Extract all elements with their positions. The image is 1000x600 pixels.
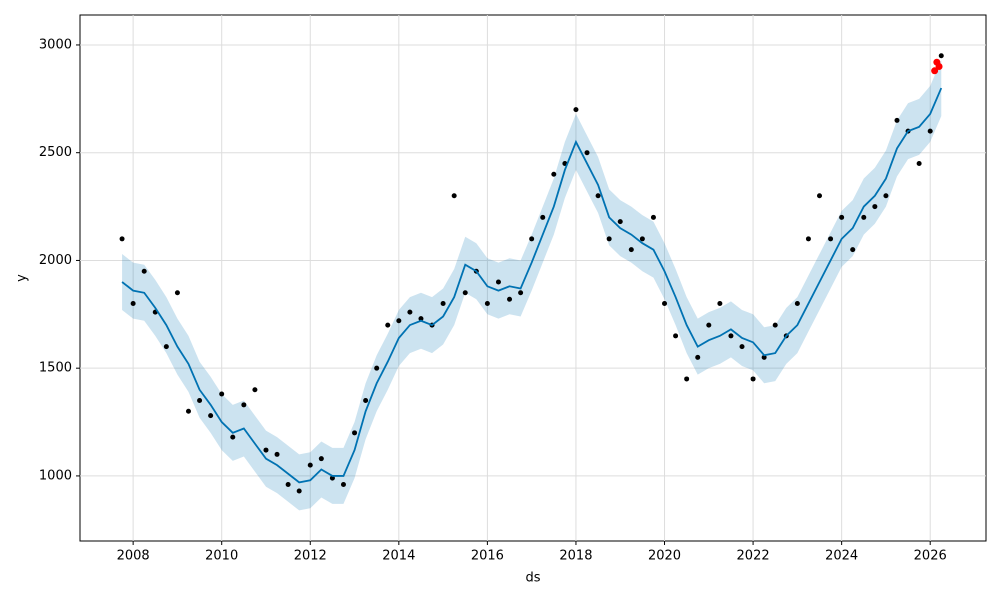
y-tick-label: 2000 (39, 253, 72, 268)
x-tick-label: 2026 (914, 549, 947, 564)
recent-point (931, 67, 939, 75)
observed-point (374, 365, 380, 371)
y-axis-label: y (15, 274, 30, 282)
observed-point (639, 236, 645, 242)
x-tick-label: 2012 (294, 549, 327, 564)
observed-point (551, 171, 557, 177)
observed-point (894, 117, 900, 123)
observed-point (805, 236, 811, 242)
observed-point (385, 322, 391, 328)
observed-point (938, 53, 944, 59)
observed-point (407, 309, 413, 315)
observed-point (462, 290, 468, 296)
observed-point (241, 402, 247, 408)
observed-point (595, 193, 601, 199)
observed-point (185, 408, 191, 414)
observed-point (883, 193, 889, 199)
x-tick-label: 2022 (737, 549, 770, 564)
x-tick-label: 2016 (471, 549, 504, 564)
observed-point (329, 475, 335, 481)
observed-point (285, 482, 291, 488)
observed-point (650, 214, 656, 220)
observed-point (396, 318, 402, 324)
x-tick-label: 2020 (648, 549, 681, 564)
observed-point (584, 150, 590, 156)
y-tick-label: 1500 (39, 361, 72, 376)
observed-point (219, 391, 225, 397)
observed-point (307, 462, 313, 468)
observed-point (451, 193, 457, 199)
x-tick-label: 2014 (382, 549, 415, 564)
observed-point (839, 214, 845, 220)
observed-point (761, 354, 767, 360)
observed-point (828, 236, 834, 242)
observed-point (717, 301, 723, 307)
observed-point (695, 354, 701, 360)
observed-point (728, 333, 734, 339)
observed-point (850, 247, 856, 253)
observed-point (318, 456, 324, 462)
y-tick-label: 2500 (39, 145, 72, 160)
observed-point (252, 387, 258, 393)
forecast-line (121, 87, 943, 484)
observed-point (606, 236, 612, 242)
y-tick-label: 3000 (39, 37, 72, 52)
observed-point (927, 128, 933, 134)
observed-point (208, 413, 214, 419)
uncertainty-band (122, 60, 942, 511)
observed-point (119, 236, 125, 242)
observed-point (673, 333, 679, 339)
observed-point (174, 290, 180, 296)
observed-point (794, 301, 800, 307)
x-tick-label: 2024 (825, 549, 858, 564)
plot-frame (79, 14, 987, 542)
observed-point (750, 376, 756, 382)
observed-point (507, 296, 513, 302)
observed-point (529, 236, 535, 242)
observed-point (739, 344, 745, 350)
observed-point (141, 268, 147, 274)
observed-point (263, 447, 269, 453)
observed-point (440, 301, 446, 307)
observed-point (772, 322, 778, 328)
observed-point (274, 451, 280, 457)
observed-point (495, 279, 501, 285)
observed-point (817, 193, 823, 199)
observed-point (518, 290, 524, 296)
observed-point (573, 107, 579, 113)
x-tick-label: 2018 (559, 549, 592, 564)
observed-point (662, 301, 668, 307)
observed-point (684, 376, 690, 382)
observed-point (352, 430, 358, 436)
x-tick-label: 2008 (117, 549, 150, 564)
observed-point (363, 398, 369, 404)
observed-point (872, 204, 878, 210)
observed-point (628, 247, 634, 253)
observed-point (230, 434, 236, 440)
observed-point (540, 214, 546, 220)
observed-point (163, 344, 169, 350)
x-axis-label: ds (525, 571, 540, 586)
observed-point (197, 398, 203, 404)
observed-point (418, 316, 424, 322)
observed-point (296, 488, 302, 494)
observed-point (130, 301, 136, 307)
recent-point (935, 63, 943, 71)
observed-point (916, 160, 922, 166)
x-tick-label: 2010 (205, 549, 238, 564)
observed-point (484, 301, 490, 307)
y-tick-label: 1000 (39, 468, 72, 483)
observed-point (861, 214, 867, 220)
observed-point (340, 482, 346, 488)
observed-point (617, 219, 623, 225)
observed-point (706, 322, 712, 328)
